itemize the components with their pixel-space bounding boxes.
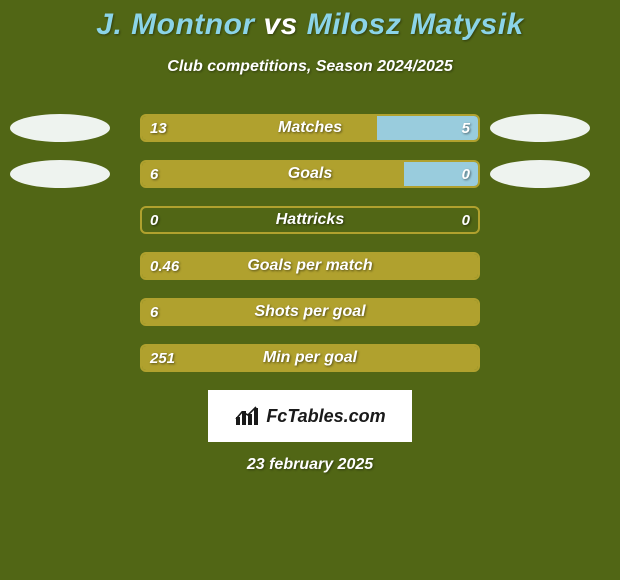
- stat-value-left: 0.46: [150, 252, 179, 280]
- date-text: 23 february 2025: [0, 456, 620, 474]
- player2-oval: [490, 160, 590, 188]
- fill-left: [142, 254, 478, 278]
- stat-value-left: 0: [150, 206, 158, 234]
- stat-label: Hattricks: [142, 208, 478, 232]
- stat-value-left: 6: [150, 160, 158, 188]
- logo-box: FcTables.com: [208, 390, 412, 442]
- stat-track: Hattricks: [140, 206, 480, 234]
- vs-text: vs: [263, 8, 297, 41]
- comparison-rows: Matches135Goals60Hattricks00Goals per ma…: [0, 114, 620, 372]
- stat-track: Matches: [140, 114, 480, 142]
- barchart-icon: [234, 405, 260, 427]
- stat-track: Goals: [140, 160, 480, 188]
- fill-left: [142, 116, 377, 140]
- subtitle: Club competitions, Season 2024/2025: [0, 58, 620, 76]
- player1-name: J. Montnor: [96, 8, 254, 41]
- stat-value-left: 6: [150, 298, 158, 326]
- stat-row: Shots per goal6: [0, 298, 620, 326]
- fill-left: [142, 162, 404, 186]
- stat-row: Goals per match0.46: [0, 252, 620, 280]
- stat-track: Min per goal: [140, 344, 480, 372]
- stat-row: Matches13 5: [0, 114, 620, 142]
- player1-oval: [10, 160, 110, 188]
- fill-left: [142, 300, 478, 324]
- stat-value-right: 5: [462, 114, 470, 142]
- fill-left: [142, 346, 478, 370]
- stat-row: Min per goal251: [0, 344, 620, 372]
- stat-row: Goals6 0: [0, 160, 620, 188]
- stat-row: Hattricks0 0: [0, 206, 620, 234]
- stat-track: Goals per match: [140, 252, 480, 280]
- stat-value-left: 13: [150, 114, 167, 142]
- stat-value-right: 0: [462, 206, 470, 234]
- stat-value-left: 251: [150, 344, 175, 372]
- stat-value-right: 0: [462, 160, 470, 188]
- player2-oval: [490, 114, 590, 142]
- player2-name: Milosz Matysik: [307, 8, 524, 41]
- stat-track: Shots per goal: [140, 298, 480, 326]
- player1-oval: [10, 114, 110, 142]
- logo-text: FcTables.com: [266, 406, 385, 427]
- page-title: J. Montnor vs Milosz Matysik: [0, 0, 620, 42]
